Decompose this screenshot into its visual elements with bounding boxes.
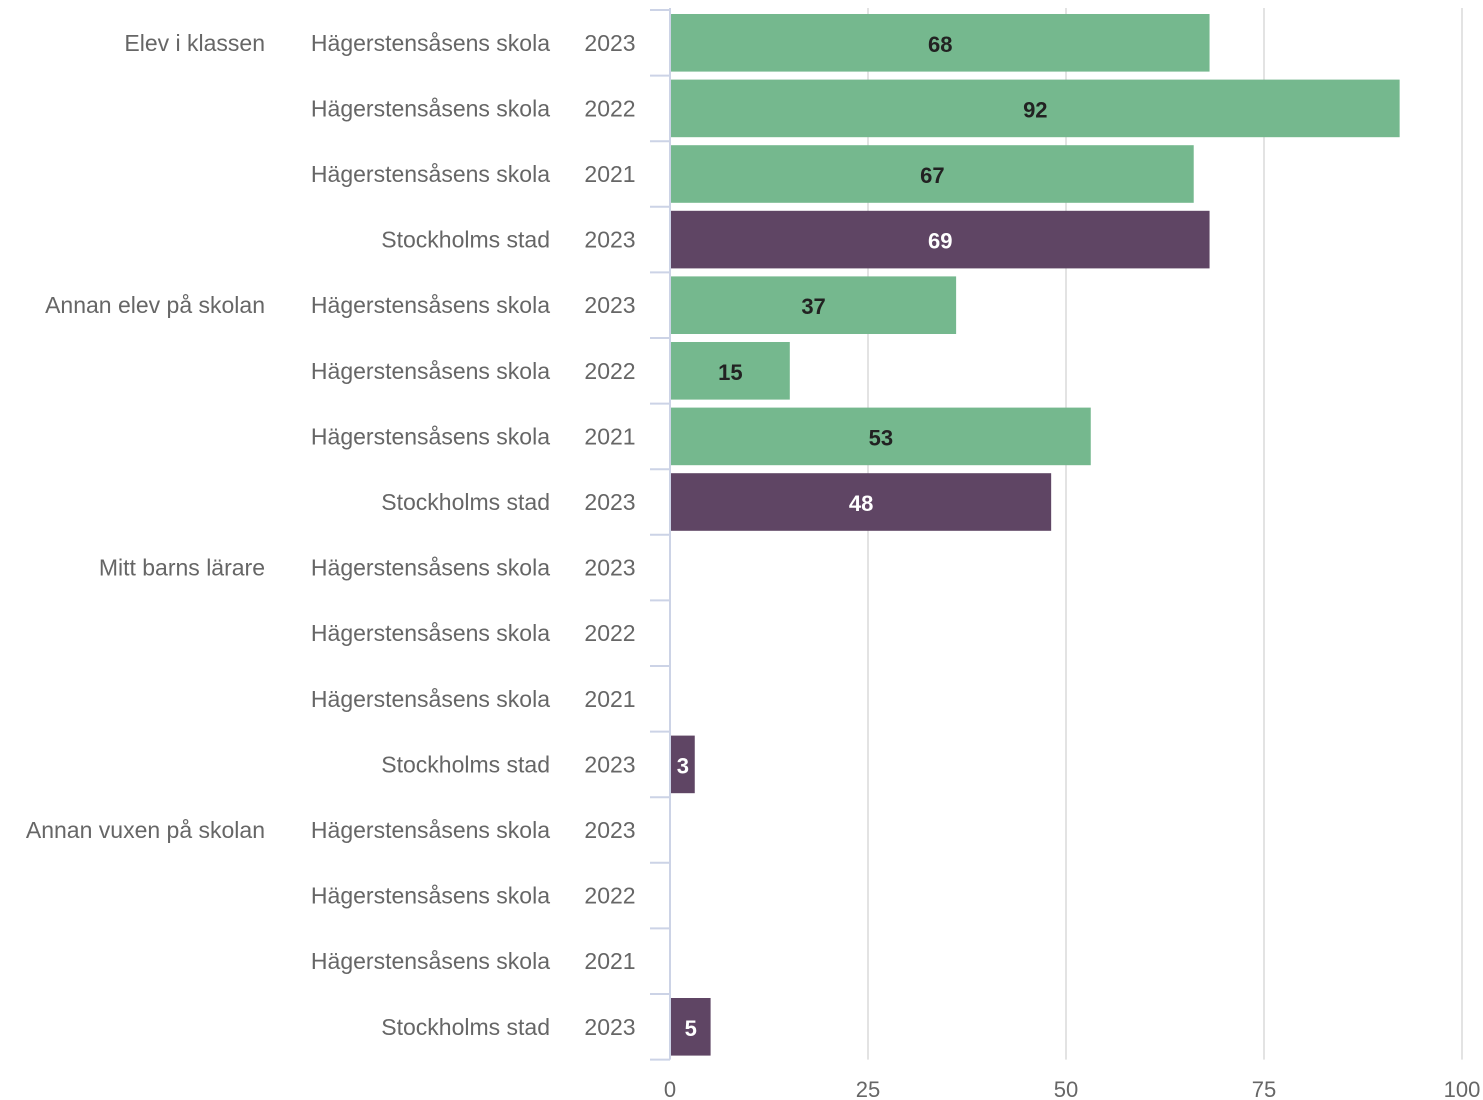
year-label: 2021 [584, 948, 635, 974]
bar [671, 473, 1052, 531]
bar [671, 407, 1091, 466]
x-tick-label: 100 [1444, 1077, 1481, 1100]
group-label: Elev i klassen [124, 30, 265, 56]
unit-label: Stockholms stad [381, 489, 550, 515]
year-label: 2021 [584, 686, 635, 712]
bar-value-label: 67 [920, 163, 944, 188]
unit-label: Hägerstensåsens skola [311, 948, 550, 974]
year-label: 2022 [584, 95, 635, 121]
bar-value-label: 15 [718, 360, 742, 385]
bar [671, 79, 1400, 138]
unit-label: Hägerstensåsens skola [311, 161, 550, 187]
x-tick-label: 50 [1054, 1077, 1078, 1100]
x-tick-label: 0 [664, 1077, 676, 1100]
bar [671, 145, 1194, 203]
bar [671, 735, 695, 794]
year-label: 2023 [584, 292, 635, 318]
year-label: 2023 [584, 1014, 635, 1040]
bar-value-label: 92 [1023, 97, 1047, 122]
bar-value-label: 53 [869, 425, 893, 450]
unit-label: Hägerstensåsens skola [311, 423, 550, 449]
x-tick-label: 25 [856, 1077, 880, 1100]
year-label: 2021 [584, 423, 635, 449]
bar-value-label: 37 [801, 294, 825, 319]
unit-label: Hägerstensåsens skola [311, 30, 550, 56]
unit-label: Hägerstensåsens skola [311, 817, 550, 843]
year-label: 2023 [584, 30, 635, 56]
unit-label: Stockholms stad [381, 751, 550, 777]
category-labels: Elev i klassen Hägerstensåsens skola 2023 H… [26, 30, 636, 1040]
unit-label: Hägerstensåsens skola [311, 883, 550, 909]
unit-label: Stockholms stad [381, 1014, 550, 1040]
year-label: 2023 [584, 227, 635, 253]
group-label: Mitt barns lärare [99, 555, 265, 581]
unit-label: Hägerstensåsens skola [311, 95, 550, 121]
bar [671, 14, 1210, 72]
year-label: 2023 [584, 489, 635, 515]
x-tick-label: 75 [1252, 1077, 1276, 1100]
unit-label: Hägerstensåsens skola [311, 358, 550, 384]
year-label: 2021 [584, 161, 635, 187]
bar [671, 210, 1210, 269]
unit-label: Stockholms stad [381, 227, 550, 253]
bar [671, 998, 711, 1056]
unit-label: Hägerstensåsens skola [311, 686, 550, 712]
bar [671, 276, 957, 334]
bar [671, 342, 790, 400]
bar-value-label: 48 [849, 491, 873, 516]
y-axis [650, 8, 671, 1061]
bar-value-label: 69 [928, 229, 952, 254]
year-label: 2022 [584, 620, 635, 646]
year-label: 2023 [584, 555, 635, 581]
bar-value-label: 68 [928, 32, 952, 57]
year-label: 2023 [584, 817, 635, 843]
year-label: 2022 [584, 883, 635, 909]
year-label: 2022 [584, 358, 635, 384]
group-label: Annan elev på skolan [45, 292, 265, 318]
bar-value-label: 5 [685, 1016, 697, 1041]
unit-label: Hägerstensåsens skola [311, 555, 550, 581]
unit-label: Hägerstensåsens skola [311, 292, 550, 318]
year-label: 2023 [584, 751, 635, 777]
bar-value-label: 3 [677, 753, 689, 778]
x-axis-ticks: 0 25 50 75 100 [664, 1077, 1480, 1100]
group-label: Annan vuxen på skolan [26, 817, 265, 843]
unit-label: Hägerstensåsens skola [311, 620, 550, 646]
bars: 68 92 67 69 37 15 53 48 3 5 [671, 14, 1400, 1056]
